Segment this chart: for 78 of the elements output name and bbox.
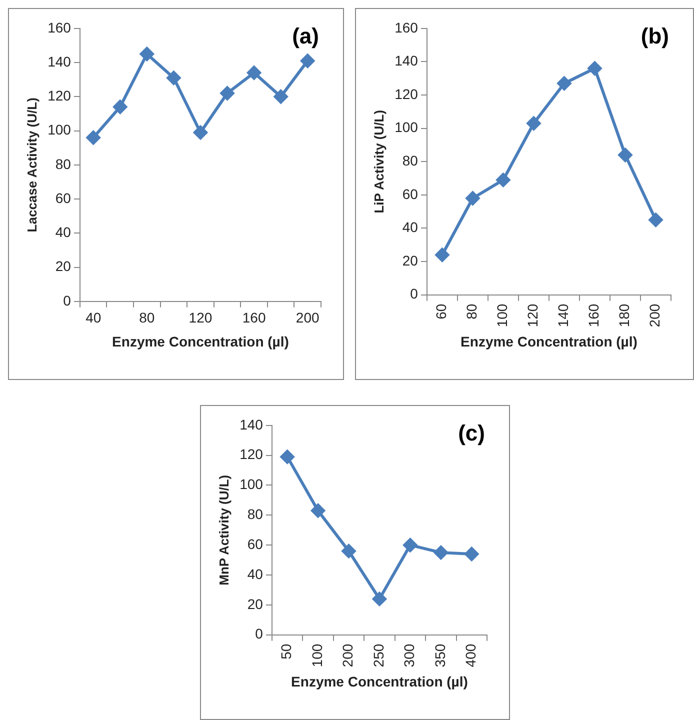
point: [140, 46, 154, 61]
point: [193, 125, 208, 140]
y-tick-label: 100: [48, 122, 72, 138]
x-tick-label: 300: [401, 644, 418, 668]
x-tick-label: 160: [586, 304, 602, 328]
y-tick-label: 140: [394, 52, 418, 69]
x-tick-label: 120: [188, 310, 212, 326]
y-tick-label: 20: [402, 252, 418, 268]
x-tick-label: 80: [139, 310, 155, 326]
x-axis-title: Enzyme Concentration (µl): [291, 673, 468, 690]
point: [113, 100, 128, 114]
x-tick-label: 400: [462, 644, 478, 668]
point: [588, 61, 602, 76]
point: [496, 172, 510, 187]
point: [435, 248, 450, 262]
y-axis-title: Laccase Activity (U/L): [24, 98, 40, 232]
point: [247, 66, 262, 80]
x-tick-label: 60: [433, 304, 450, 320]
point: [274, 90, 288, 104]
y-tick-label: 160: [394, 19, 418, 36]
point: [220, 86, 234, 100]
x-axis-title: Enzyme Concentration (µl): [460, 333, 638, 350]
x-tick-label: 350: [432, 644, 448, 668]
y-tick-label: 20: [247, 596, 264, 612]
y-tick-label: 160: [48, 19, 72, 36]
y-tick-label: 120: [48, 88, 72, 104]
y-tick-label: 80: [402, 152, 418, 168]
point: [86, 130, 100, 145]
x-tick-label: 120: [524, 304, 541, 328]
y-tick-label: 0: [410, 286, 418, 302]
y-tick-label: 140: [48, 53, 72, 70]
point: [464, 547, 479, 562]
y-tick-label: 60: [402, 186, 418, 202]
point: [342, 544, 356, 558]
point: [280, 450, 294, 464]
y-tick-label: 60: [55, 190, 72, 206]
point: [311, 504, 326, 518]
x-tick-label: 200: [646, 304, 663, 328]
x-tick-label: 80: [464, 304, 480, 320]
y-tick-label: 120: [394, 86, 418, 102]
x-tick-label: 50: [278, 644, 294, 660]
point: [166, 70, 181, 85]
y-tick-label: 120: [240, 446, 264, 462]
y-tick-label: 80: [247, 506, 264, 522]
x-tick-label: 100: [308, 644, 325, 668]
x-tick-label: 180: [616, 304, 632, 328]
y-tick-label: 100: [240, 476, 264, 492]
x-tick-label: 100: [494, 304, 510, 328]
x-axis-title: Enzyme Concentration (µl): [112, 333, 289, 350]
annotation: (a): [292, 23, 319, 48]
point: [300, 54, 315, 68]
point: [618, 148, 632, 162]
x-tick-label: 200: [340, 644, 356, 668]
y-tick-label: 0: [255, 626, 264, 642]
point: [434, 546, 448, 560]
x-tick-label: 250: [370, 644, 386, 668]
x-tick-label: 40: [86, 310, 102, 326]
y-tick-label: 140: [240, 416, 264, 432]
point: [526, 116, 541, 130]
point: [466, 191, 480, 206]
point: [372, 592, 386, 606]
y-tick-label: 100: [394, 119, 418, 136]
y-tick-label: 40: [247, 566, 264, 582]
y-axis-title: LiP Activity (U/L): [371, 110, 386, 214]
point: [557, 76, 572, 90]
y-tick-label: 20: [55, 258, 72, 274]
point: [403, 538, 418, 552]
y-axis-title: MnP Activity (U/L): [216, 474, 232, 586]
y-tick-label: 40: [55, 224, 72, 240]
annotation: (b): [640, 23, 669, 48]
y-tick-label: 80: [55, 156, 72, 172]
x-tick-label: 200: [296, 310, 320, 326]
annotation: (c): [458, 420, 485, 446]
x-tick-label: 140: [555, 304, 572, 328]
y-tick-label: 60: [247, 536, 264, 552]
point: [648, 212, 663, 227]
y-tick-label: 0: [63, 292, 72, 308]
y-tick-label: 40: [402, 219, 418, 236]
